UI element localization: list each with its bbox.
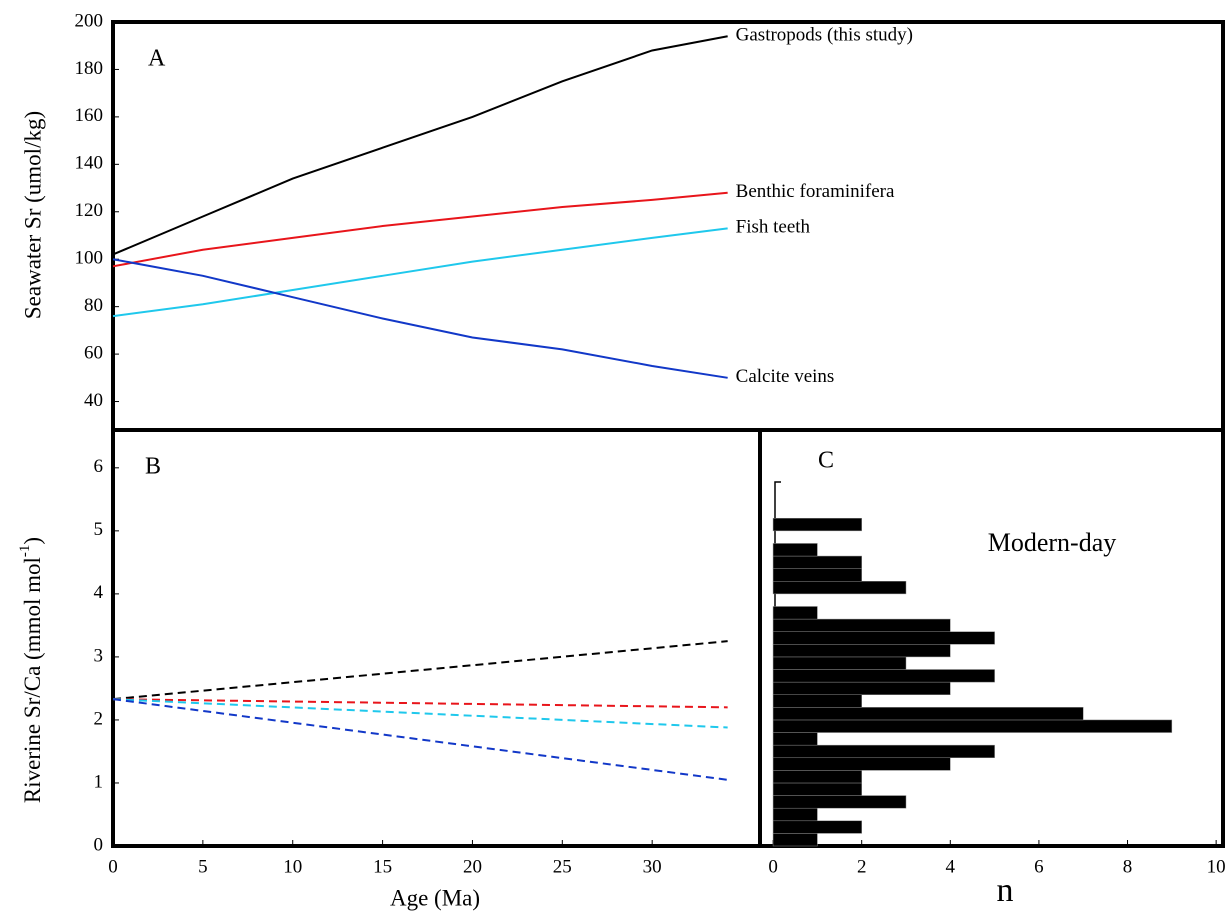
bar: [772, 807, 818, 822]
y-tick-label: 120: [75, 200, 104, 221]
line: [112, 698, 728, 709]
y-tick-label: 100: [75, 248, 104, 269]
line-label: Calcite veins: [736, 366, 835, 387]
y-tick-label: 180: [75, 58, 104, 79]
label-sup: -1: [17, 545, 33, 558]
label-suffix: ): [20, 537, 45, 545]
line: [112, 35, 728, 256]
x-tick-label: 8: [1123, 856, 1133, 877]
line: [112, 698, 728, 729]
x-tick-label: 25: [553, 856, 572, 877]
bar: [772, 820, 862, 834]
y-tick-label: 1: [94, 771, 104, 792]
y-tick-label: 3: [94, 645, 104, 666]
bar: [772, 631, 995, 645]
bar: [772, 517, 862, 532]
x-axis-label: n: [997, 872, 1014, 909]
bar: [772, 618, 951, 632]
bar: [772, 770, 862, 784]
annotation: Modern-day: [988, 528, 1117, 557]
bar: [772, 644, 951, 658]
y-tick-label: 200: [75, 10, 104, 31]
x-axis-label: Age (Ma): [390, 885, 480, 910]
panel-b-frame: [111, 428, 762, 848]
line-label: Gastropods (this study): [736, 25, 913, 46]
bar: [772, 757, 951, 771]
x-tick-label: 15: [373, 856, 392, 877]
panel-c-frame: [758, 428, 1225, 848]
y-tick-label: 140: [75, 153, 104, 174]
line: [112, 191, 728, 268]
bar: [772, 543, 818, 557]
bar: [772, 833, 818, 847]
bar: [772, 681, 951, 695]
bar: [772, 795, 907, 809]
y-axis-label: Riverine Sr/Ca (mmol mol-1): [17, 537, 45, 803]
x-tick-label: 0: [108, 856, 118, 877]
line: [112, 258, 728, 379]
panel-letter: B: [145, 454, 161, 480]
bar: [772, 568, 862, 582]
bar: [772, 581, 907, 595]
y-tick-label: 2: [94, 708, 104, 729]
x-tick-label: 5: [198, 856, 208, 877]
y-tick-label: 6: [94, 456, 104, 477]
x-tick-label: 2: [857, 856, 867, 877]
bar: [772, 694, 862, 708]
y-axis-label: Seawater Sr (umol/kg): [20, 111, 45, 319]
x-tick-label: 6: [1034, 856, 1044, 877]
panel-letter: C: [818, 448, 834, 474]
y-tick-label: 60: [84, 342, 103, 363]
y-tick-label: 4: [94, 582, 104, 603]
y-tick-label: 80: [84, 295, 103, 316]
line-label: Benthic foraminifera: [736, 181, 895, 202]
bar: [772, 732, 818, 746]
panel-letter: A: [148, 46, 166, 72]
x-tick-label: 4: [946, 856, 956, 877]
bar: [772, 555, 862, 569]
y-tick-label: 160: [75, 105, 104, 126]
line: [112, 640, 728, 701]
bar: [772, 656, 907, 670]
y-tick-label: 0: [94, 834, 104, 855]
x-tick-label: 0: [768, 856, 778, 877]
y-tick-label: 40: [84, 390, 103, 411]
x-tick-label: 10: [283, 856, 302, 877]
line-label: Fish teeth: [736, 217, 811, 238]
bar: [772, 707, 1084, 721]
line: [112, 698, 728, 781]
y-tick-label: 5: [94, 519, 104, 540]
line: [112, 227, 728, 318]
bar: [772, 669, 995, 683]
x-tick-label: 20: [463, 856, 482, 877]
bar: [772, 719, 1173, 733]
bar: [772, 744, 995, 759]
x-tick-label: 10: [1207, 856, 1226, 877]
bar: [772, 606, 818, 620]
bar: [772, 782, 862, 796]
label-text: Riverine Sr/Ca (mmol mol: [20, 557, 45, 803]
x-tick-label: 30: [643, 856, 662, 877]
